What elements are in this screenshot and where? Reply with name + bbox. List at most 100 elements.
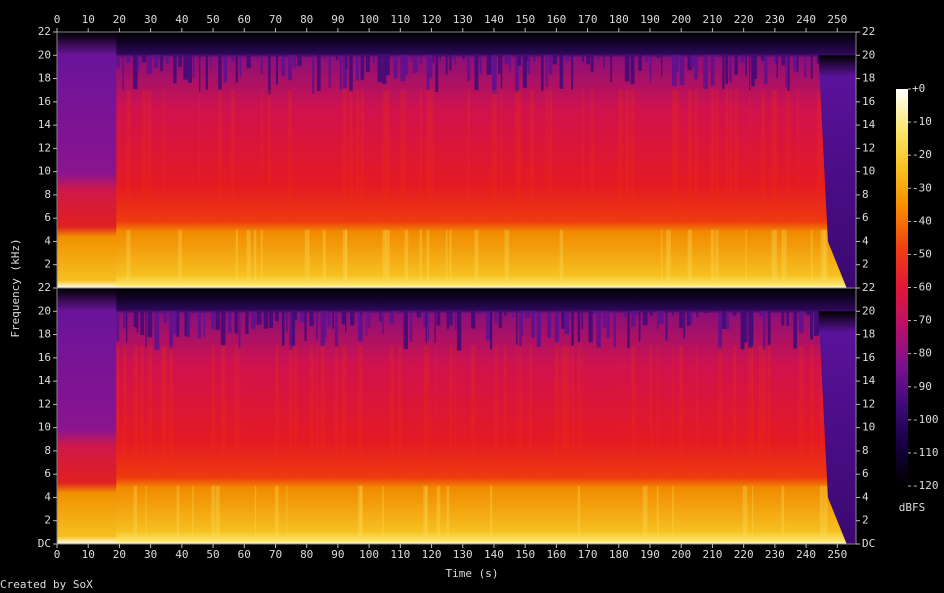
spectrogram-texture (617, 311, 619, 312)
y-tick-label: 12 (862, 397, 875, 410)
spectrogram-texture (571, 311, 574, 346)
spectrogram-texture (223, 55, 228, 83)
spectrogram-texture (582, 55, 584, 62)
spectrogram-texture (672, 55, 677, 86)
x-tick-label: 140 (484, 13, 504, 26)
y-tick-label: 14 (38, 118, 52, 131)
spectrogram-texture (524, 311, 530, 318)
spectrogram-texture (211, 311, 215, 329)
x-tick-label: 250 (827, 13, 847, 26)
spectrogram-texture (162, 90, 165, 219)
spectrogram-texture (413, 311, 417, 313)
y-tick-label: 10 (862, 421, 875, 434)
x-tick-label: 80 (300, 13, 313, 26)
spectrogram-texture (334, 346, 339, 475)
spectrogram-texture (813, 311, 819, 336)
spectrogram-texture (133, 346, 138, 475)
spectrogram-texture (745, 55, 747, 77)
spectrogram-texture (564, 311, 570, 334)
spectrogram-texture (581, 311, 583, 330)
colorbar-tick-label: +0 (912, 82, 925, 95)
spectrogram-texture (672, 90, 677, 219)
spectrogram-texture (479, 55, 482, 75)
spectrogram-texture (515, 90, 519, 219)
spectrogram-texture (742, 485, 748, 538)
spectrogram-texture (445, 55, 448, 75)
spectrogram-texture (176, 311, 180, 337)
y-tick-label: 10 (862, 165, 875, 178)
spectrogram-texture (426, 55, 430, 90)
spectrogram-texture (173, 55, 177, 84)
spectrogram-texture (357, 311, 363, 342)
spectrogram-texture (342, 90, 348, 219)
x-tick-label: 250 (827, 548, 847, 561)
x-tick-label: 160 (546, 548, 566, 561)
spectrogram-texture (531, 311, 535, 338)
spectrogram-texture (478, 311, 482, 315)
spectrogram-texture (771, 229, 775, 282)
spectrogram-texture (588, 311, 593, 343)
y-tick-label: 2 (44, 514, 51, 527)
spectrogram-texture (254, 311, 257, 326)
spectrogram-texture (665, 311, 668, 341)
spectrogram-texture (211, 485, 215, 538)
spectrogram-texture (178, 229, 182, 282)
spectrogram-texture (679, 346, 684, 475)
footer: Created by SoX (0, 578, 93, 591)
spectrogram-texture (382, 55, 387, 84)
spectrogram-texture (638, 55, 642, 71)
x-tick-label: 70 (269, 13, 282, 26)
spectrogram-texture (366, 311, 368, 336)
spectrogram-texture (805, 311, 811, 316)
x-tick-label: 240 (796, 13, 816, 26)
spectrogram-texture (715, 90, 719, 219)
x-tick-label: 130 (453, 13, 473, 26)
spectrogram-texture (315, 311, 319, 341)
x-tick-label: 90 (331, 548, 344, 561)
spectrogram-texture (751, 485, 754, 538)
x-tick-label: 150 (515, 548, 535, 561)
x-tick-label: 120 (422, 548, 442, 561)
spectrogram-texture (339, 55, 342, 90)
spectrogram-texture (689, 311, 693, 322)
spectrogram-texture (745, 229, 747, 282)
y-axis-label: Frequency (kHz) (9, 238, 22, 337)
spectrogram-texture (774, 229, 777, 282)
spectrogram-texture (687, 229, 693, 282)
spectrogram-texture (355, 55, 359, 81)
spectrogram-texture (192, 485, 194, 538)
spectrogram-texture (679, 311, 684, 329)
spectrogram-texture (445, 229, 448, 282)
x-tick-label: 230 (765, 548, 785, 561)
spectrogram-texture (781, 311, 785, 326)
y-tick-label: 16 (38, 95, 51, 108)
spectrogram-texture (456, 311, 462, 351)
spectrogram-texture (382, 311, 384, 335)
spectrogram-texture (529, 55, 535, 57)
spectrogram-texture (679, 55, 685, 85)
spectrogram-texture (419, 55, 423, 65)
spectrogram-texture (486, 55, 492, 75)
spectrogram-texture (256, 55, 259, 61)
spectrogram-texture (288, 55, 292, 81)
spectrogram-texture (292, 55, 297, 68)
spectrogram-texture (309, 346, 314, 475)
spectrogram-texture (126, 229, 131, 282)
spectrogram-texture (238, 311, 241, 350)
spectrogram-texture (286, 485, 288, 538)
spectrogram-texture (211, 346, 215, 475)
spectrogram-texture (312, 55, 315, 94)
spectrogram-texture (441, 311, 444, 313)
x-tick-label: 200 (671, 13, 691, 26)
spectrogram-texture (785, 55, 787, 88)
y-tick-label: 20 (862, 304, 875, 317)
spectrogram-texture (335, 55, 338, 61)
spectrogram-texture (728, 90, 732, 219)
spectrogram-texture (804, 55, 807, 78)
spectrogram-texture (304, 229, 310, 282)
x-tick-label: 0 (54, 548, 61, 561)
spectrogram-texture (368, 311, 371, 328)
spectrogram-texture (725, 90, 728, 219)
spectrogram-texture (357, 485, 363, 538)
spectrogram-texture (656, 346, 659, 475)
